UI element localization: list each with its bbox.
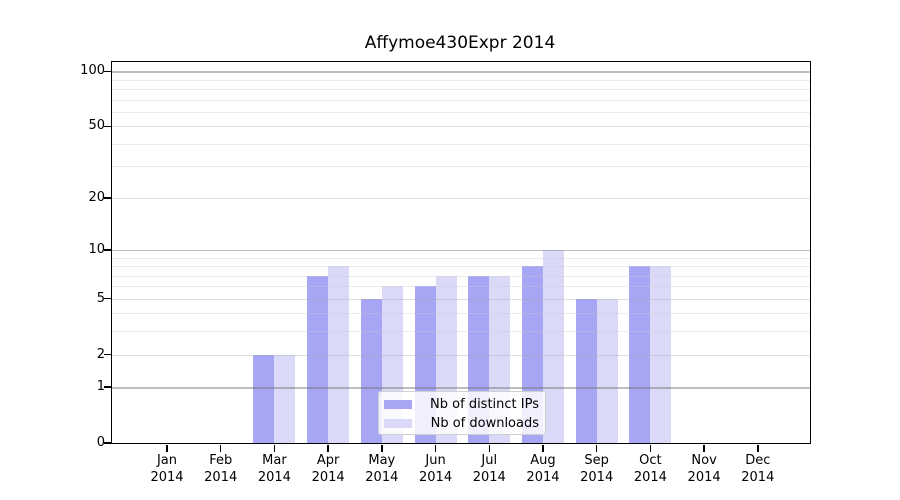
minor-gridline [112, 313, 810, 315]
x-tick-label: Jan 2014 [150, 453, 184, 485]
x-tick-label: May 2014 [365, 453, 399, 485]
x-tick-label: Aug 2014 [526, 453, 560, 485]
x-tick-label: Feb 2014 [204, 453, 238, 485]
minor-gridline [112, 99, 810, 101]
x-tick-label: Mar 2014 [257, 453, 291, 485]
minor-gridline [112, 286, 810, 288]
y-tick [104, 70, 111, 72]
x-tick-label: Sep 2014 [580, 453, 614, 485]
x-tick [488, 445, 490, 452]
y-tick-label: 100 [80, 63, 105, 79]
y-tick [104, 442, 111, 444]
bar-distinct-ips-sep [575, 298, 597, 443]
legend-swatch-icon [384, 400, 412, 409]
major-gridline [112, 249, 810, 252]
y-tick-label: 2 [96, 346, 105, 362]
bar-distinct-ips-apr [307, 275, 329, 443]
minor-gridline [112, 266, 810, 267]
major-gridline [112, 71, 810, 73]
x-tick [434, 445, 437, 452]
y-tick-label: 5 [96, 290, 105, 306]
y-tick [104, 353, 111, 356]
minor-gridline [112, 143, 810, 145]
bar-downloads-mar [274, 354, 296, 443]
x-tick-label: Nov 2014 [687, 453, 721, 485]
x-tick [166, 445, 168, 452]
bar-downloads-apr [328, 266, 350, 443]
bar-distinct-ips-mar [253, 354, 275, 443]
y-tick-label: 1 [96, 379, 105, 395]
chart-title: Affymoe430Expr 2014 [364, 33, 556, 53]
y-tick-label: 50 [88, 118, 105, 134]
y-tick [104, 249, 111, 251]
y-tick [104, 297, 111, 300]
bar-downloads-oct [650, 266, 672, 443]
y-tick-label: 0 [96, 435, 105, 450]
light-gridline [112, 298, 810, 300]
x-tick-label: Apr 2014 [311, 453, 345, 485]
x-tick [595, 445, 598, 452]
x-tick [542, 445, 544, 452]
minor-gridline [112, 257, 810, 259]
legend-item: Nb of distinct IPs [384, 395, 539, 414]
x-tick [219, 445, 222, 452]
minor-gridline [112, 166, 810, 168]
plot-area: 0 1 2 5 10 20 50 100 Jan 2014 Feb 2014 Mar 2014 Apr… [80, 61, 811, 485]
y-tick [104, 125, 111, 128]
x-tick [327, 445, 329, 452]
legend: Nb of distinct IPs Nb of downloads [378, 391, 546, 435]
y-tick-label: 20 [88, 189, 105, 205]
legend-label: Nb of downloads [430, 416, 539, 431]
major-gridline [112, 387, 810, 389]
x-tick [703, 445, 705, 452]
bar-distinct-ips-oct [629, 266, 651, 443]
x-tick [757, 445, 759, 452]
minor-gridline [112, 89, 810, 91]
x-tick-label: Jun 2014 [419, 453, 453, 485]
y-tick [104, 386, 111, 388]
legend-swatch-icon [384, 419, 412, 428]
y-tick [104, 197, 111, 199]
legend-item: Nb of downloads [384, 414, 539, 433]
x-tick [381, 445, 383, 452]
minor-gridline [112, 79, 810, 81]
x-tick [273, 445, 276, 452]
y-tick-label: 10 [88, 241, 105, 257]
x-tick-label: Jul 2014 [472, 453, 506, 485]
x-tick-label: Dec 2014 [741, 453, 775, 485]
x-tick [649, 445, 652, 452]
legend-label: Nb of distinct IPs [430, 397, 539, 412]
x-tick-label: Oct 2014 [633, 453, 667, 485]
minor-gridline [112, 331, 810, 333]
minor-gridline [112, 275, 810, 277]
minor-gridline [112, 111, 810, 113]
bar-downloads-aug [542, 249, 564, 443]
light-gridline [112, 354, 810, 356]
bar-downloads-sep [596, 298, 618, 443]
light-gridline [112, 126, 810, 128]
bar-distinct-ips-may [360, 298, 382, 443]
light-gridline [112, 197, 810, 199]
